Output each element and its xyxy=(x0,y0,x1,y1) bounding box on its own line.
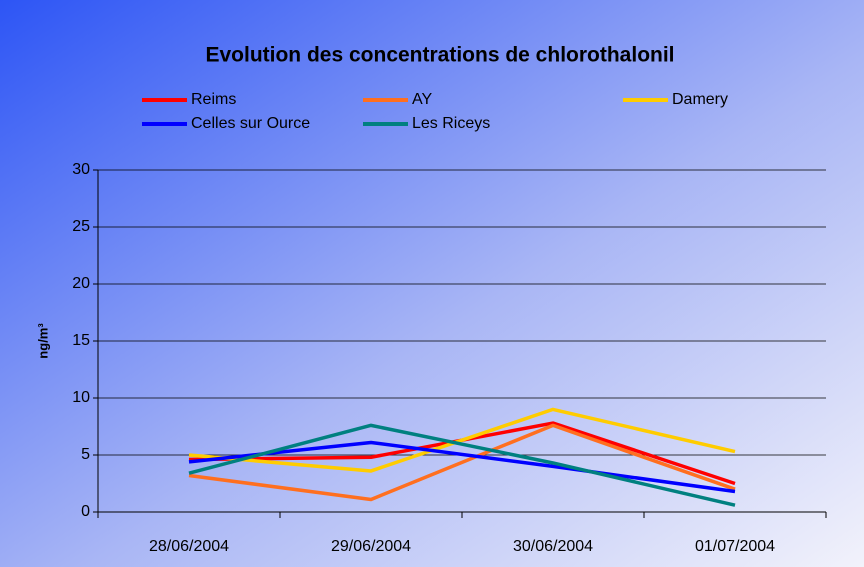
x-tick-label: 29/06/2004 xyxy=(331,538,411,555)
y-tick-label: 30 xyxy=(72,161,90,178)
series-line xyxy=(188,440,736,494)
x-tick-label: 28/06/2004 xyxy=(149,538,229,555)
y-tick-label: 0 xyxy=(81,503,90,520)
series-line xyxy=(188,423,736,507)
series-line xyxy=(188,423,736,502)
x-tick-label: 01/07/2004 xyxy=(695,538,775,555)
y-tick-label: 5 xyxy=(81,446,90,463)
y-axis-label: ng/m³ xyxy=(35,323,50,359)
series-line xyxy=(188,407,736,473)
y-tick-label: 25 xyxy=(72,218,90,235)
legend-label: Les Riceys xyxy=(412,115,490,132)
legend-label: Damery xyxy=(672,91,728,108)
y-tick-label: 20 xyxy=(72,275,90,292)
y-tick-label: 15 xyxy=(72,332,90,349)
x-tick-label: 30/06/2004 xyxy=(513,538,593,555)
chart-title: Evolution des concentrations de chloroth… xyxy=(205,44,674,67)
legend-label: Reims xyxy=(191,91,236,108)
legend-label: Celles sur Ource xyxy=(191,115,310,132)
y-tick-label: 10 xyxy=(72,389,90,406)
legend-label: AY xyxy=(412,91,432,108)
